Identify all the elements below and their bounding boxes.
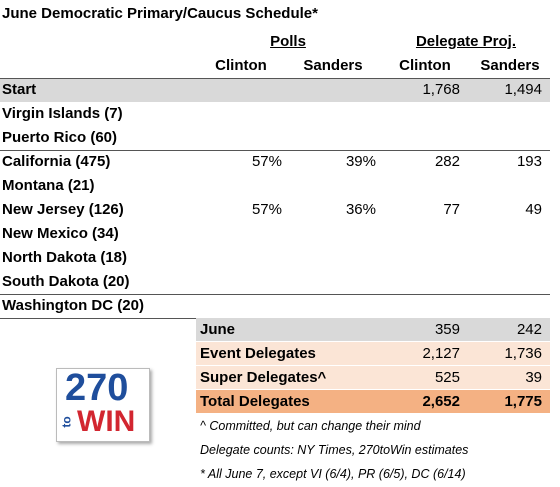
delegate-cell: 193	[516, 153, 542, 170]
row-label: New Mexico (34)	[2, 225, 119, 242]
summary-label: Event Delegates	[200, 345, 316, 362]
row-label: Montana (21)	[2, 177, 95, 194]
poll-cell: 57%	[251, 153, 282, 170]
row-label: Washington DC (20)	[2, 297, 144, 314]
delegate-cell: 49	[525, 201, 542, 218]
footnote: ^ Committed, but can change their mind	[200, 419, 421, 433]
logo-number: 270	[65, 367, 129, 409]
column-header: Clinton	[215, 57, 267, 74]
footnote: Delegate counts: NY Times, 270toWin esti…	[200, 443, 469, 457]
group-header: Polls	[270, 33, 306, 50]
summary-shade	[196, 390, 550, 413]
rule	[0, 78, 550, 79]
summary-cell: 359	[434, 321, 460, 338]
summary-label: June	[200, 321, 236, 338]
column-header: Sanders	[303, 57, 363, 74]
summary-cell: 39	[525, 369, 542, 386]
summary-cell: 1,736	[504, 345, 542, 362]
poll-cell: 39%	[345, 153, 376, 170]
row-label: California (475)	[2, 153, 111, 170]
logo: 270 to WIN	[56, 367, 150, 442]
row-label: Puerto Rico (60)	[2, 129, 118, 146]
footnote: * All June 7, except VI (6/4), PR (6/5),…	[200, 467, 466, 481]
title: June Democratic Primary/Caucus Schedule*	[2, 5, 318, 22]
row-label: New Jersey (126)	[2, 201, 124, 218]
summary-cell: 242	[516, 321, 542, 338]
column-header: Clinton	[399, 57, 451, 74]
row-label: North Dakota (18)	[2, 249, 128, 266]
column-header: Sanders	[480, 57, 540, 74]
delegate-cell: 1,494	[504, 81, 542, 98]
summary-cell: 2,127	[422, 345, 460, 362]
delegate-cell: 77	[443, 201, 460, 218]
row-label: Start	[2, 81, 37, 98]
row-shade	[0, 78, 550, 102]
row-label: South Dakota (20)	[2, 273, 130, 290]
summary-shade	[196, 366, 550, 389]
summary-cell: 525	[434, 369, 460, 386]
summary-shade	[196, 342, 550, 365]
logo-to: to	[59, 416, 74, 428]
row-label: Virgin Islands (7)	[2, 105, 123, 122]
summary-label: Super Delegates^	[200, 369, 327, 386]
delegate-cell: 1,768	[422, 81, 460, 98]
summary-cell: 2,652	[422, 393, 460, 410]
logo-win: WIN	[77, 405, 136, 438]
summary-shade	[196, 318, 550, 341]
summary-cell: 1,775	[504, 393, 542, 410]
poll-cell: 57%	[251, 201, 282, 218]
rule	[0, 294, 550, 295]
delegate-cell: 282	[434, 153, 460, 170]
group-header: Delegate Proj.	[415, 33, 517, 50]
poll-cell: 36%	[345, 201, 376, 218]
summary-label: Total Delegates	[200, 393, 310, 410]
rule	[0, 150, 550, 151]
